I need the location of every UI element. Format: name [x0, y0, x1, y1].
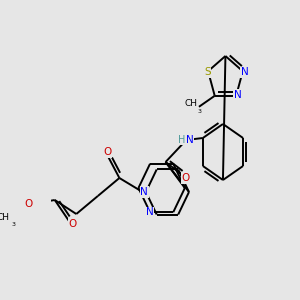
- Text: CH: CH: [0, 214, 10, 223]
- Text: O: O: [24, 199, 32, 209]
- Text: N: N: [186, 135, 194, 145]
- Text: O: O: [181, 173, 190, 183]
- Text: O: O: [69, 219, 77, 229]
- Text: CH: CH: [184, 99, 197, 108]
- Text: N: N: [234, 90, 242, 100]
- Text: H: H: [178, 135, 186, 145]
- Text: 3: 3: [12, 222, 16, 227]
- Text: N: N: [146, 207, 154, 217]
- Text: N: N: [241, 67, 248, 77]
- Text: 3: 3: [197, 109, 201, 114]
- Text: S: S: [204, 67, 211, 77]
- Text: O: O: [104, 147, 112, 157]
- Text: N: N: [140, 187, 148, 197]
